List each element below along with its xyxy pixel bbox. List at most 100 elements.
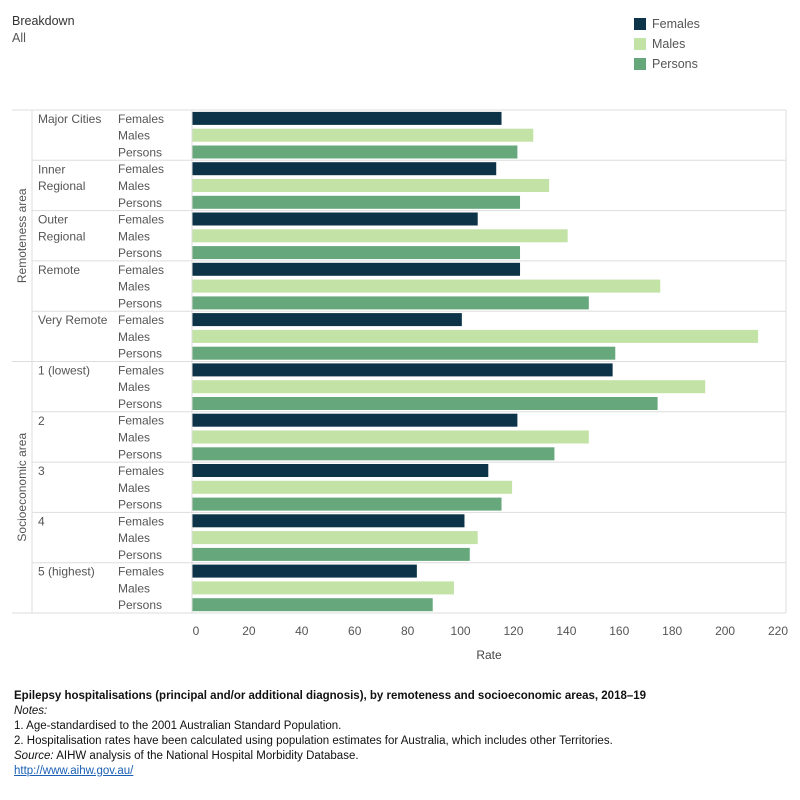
row-label-5-highest-females: Females bbox=[118, 565, 164, 579]
bar-2-males bbox=[192, 430, 589, 444]
x-axis-title: Rate bbox=[476, 648, 502, 662]
bar-1-lowest-persons bbox=[192, 397, 658, 410]
row-label-4-females: Females bbox=[118, 514, 164, 528]
bar-1-lowest-males bbox=[192, 380, 706, 394]
group-label-2: 2 bbox=[38, 414, 45, 428]
group-label-5-highest: 5 (highest) bbox=[38, 565, 95, 579]
row-label-4-persons: Persons bbox=[118, 548, 162, 562]
x-tick-label-180: 180 bbox=[662, 624, 682, 638]
row-label-3-males: Males bbox=[118, 481, 150, 495]
row-label-major-cities-persons: Persons bbox=[118, 146, 162, 160]
group-label-inner-regional: Inner bbox=[38, 162, 65, 176]
row-label-2-persons: Persons bbox=[118, 447, 162, 461]
row-label-major-cities-males: Males bbox=[118, 129, 150, 143]
bar-5-highest-females bbox=[192, 564, 417, 578]
row-label-1-lowest-males: Males bbox=[118, 380, 150, 394]
breakdown-value[interactable]: All bbox=[12, 31, 26, 45]
legend-item-females[interactable]: Females bbox=[634, 14, 700, 34]
row-label-inner-regional-persons: Persons bbox=[118, 196, 162, 210]
row-label-5-highest-persons: Persons bbox=[118, 598, 162, 612]
row-label-1-lowest-persons: Persons bbox=[118, 397, 162, 411]
row-label-2-males: Males bbox=[118, 431, 150, 445]
bar-2-females bbox=[192, 413, 518, 427]
row-label-remote-persons: Persons bbox=[118, 296, 162, 310]
x-tick-label-220: 220 bbox=[768, 624, 788, 638]
row-label-2-females: Females bbox=[118, 414, 164, 428]
row-label-outer-regional-males: Males bbox=[118, 229, 150, 243]
legend-label-persons: Persons bbox=[652, 57, 698, 71]
row-label-remote-females: Females bbox=[118, 263, 164, 277]
bar-outer-regional-persons bbox=[192, 246, 521, 260]
bar-inner-regional-males bbox=[192, 179, 550, 192]
bar-outer-regional-females bbox=[192, 212, 478, 226]
group-label-outer-regional: Outer bbox=[38, 213, 68, 227]
breakdown-label: Breakdown bbox=[12, 14, 75, 28]
bar-inner-regional-females bbox=[192, 162, 497, 176]
x-tick-label-0: 0 bbox=[193, 624, 200, 638]
bar-chart: Remoteness area Major Cities Females Males P… bbox=[12, 109, 788, 662]
bar-1-lowest-females bbox=[192, 363, 613, 377]
source-text: AIHW analysis of the National Hospital M… bbox=[53, 750, 359, 762]
row-label-remote-males: Males bbox=[118, 280, 150, 294]
bar-2-persons bbox=[192, 447, 555, 461]
row-label-4-males: Males bbox=[118, 531, 150, 545]
bar-5-highest-persons bbox=[192, 598, 433, 612]
group-label-outer-regional: Regional bbox=[38, 229, 85, 243]
legend-item-persons[interactable]: Persons bbox=[634, 54, 700, 74]
row-label-1-lowest-females: Females bbox=[118, 363, 164, 377]
bar-remote-males bbox=[192, 279, 661, 293]
bar-4-females bbox=[192, 514, 465, 528]
bar-very-remote-males bbox=[192, 329, 759, 343]
legend-swatch-males bbox=[634, 38, 646, 50]
group-label-major-cities: Major Cities bbox=[38, 112, 101, 126]
bar-major-cities-persons bbox=[192, 145, 518, 159]
section-label-remoteness-area: Remoteness area bbox=[15, 188, 29, 283]
x-tick-label-200: 200 bbox=[715, 624, 735, 638]
bar-3-persons bbox=[192, 497, 502, 511]
row-label-inner-regional-females: Females bbox=[118, 162, 164, 176]
note-1: 1. Age-standardised to the 2001 Australi… bbox=[14, 720, 342, 732]
bar-outer-regional-males bbox=[192, 229, 568, 243]
bar-4-males bbox=[192, 531, 478, 545]
source-line: Source: AIHW analysis of the National Ho… bbox=[14, 749, 784, 764]
aihw-link[interactable]: http://www.aihw.gov.au/ bbox=[14, 765, 134, 777]
legend-swatch-persons bbox=[634, 58, 646, 70]
bar-inner-regional-persons bbox=[192, 195, 521, 209]
row-label-3-females: Females bbox=[118, 464, 164, 478]
bar-5-highest-males bbox=[192, 581, 454, 595]
bar-very-remote-persons bbox=[192, 346, 616, 360]
x-tick-label-120: 120 bbox=[503, 624, 523, 638]
x-tick-label-160: 160 bbox=[609, 624, 629, 638]
note-2: 2. Hospitalisation rates have been calcu… bbox=[14, 735, 613, 747]
bar-very-remote-females bbox=[192, 313, 462, 327]
notes-heading: Notes: bbox=[14, 705, 48, 717]
bar-remote-females bbox=[192, 262, 521, 276]
group-label-1-lowest: 1 (lowest) bbox=[38, 364, 90, 378]
legend-swatch-females bbox=[634, 18, 646, 30]
group-label-4: 4 bbox=[38, 514, 45, 528]
x-tick-label-80: 80 bbox=[401, 624, 415, 638]
legend-label-males: Males bbox=[652, 37, 686, 51]
bar-3-females bbox=[192, 464, 489, 477]
row-label-5-highest-males: Males bbox=[118, 581, 150, 595]
bar-remote-persons bbox=[192, 296, 589, 310]
breakdown-filter[interactable]: Breakdown All bbox=[12, 14, 75, 45]
row-label-outer-regional-persons: Persons bbox=[118, 246, 162, 260]
group-label-inner-regional: Regional bbox=[38, 179, 85, 193]
row-label-very-remote-males: Males bbox=[118, 330, 150, 344]
group-label-remote: Remote bbox=[38, 263, 80, 277]
chart-legend: Females Males Persons bbox=[634, 14, 700, 74]
x-tick-label-20: 20 bbox=[242, 624, 256, 638]
x-tick-label-40: 40 bbox=[295, 624, 309, 638]
row-label-very-remote-persons: Persons bbox=[118, 347, 162, 361]
row-label-3-persons: Persons bbox=[118, 498, 162, 512]
source-heading: Source: bbox=[14, 750, 54, 762]
legend-item-males[interactable]: Males bbox=[634, 34, 700, 54]
row-label-major-cities-females: Females bbox=[118, 112, 164, 126]
row-label-inner-regional-males: Males bbox=[118, 179, 150, 193]
section-label-socioeconomic-area: Socioeconomic area bbox=[15, 433, 29, 542]
legend-label-females: Females bbox=[652, 17, 700, 31]
bar-major-cities-females bbox=[192, 111, 502, 125]
group-label-3: 3 bbox=[38, 464, 45, 478]
x-tick-label-100: 100 bbox=[451, 624, 471, 638]
